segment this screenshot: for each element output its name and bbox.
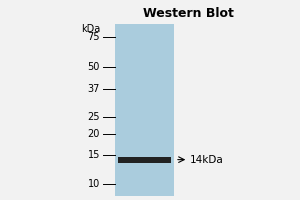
Text: 20: 20 <box>88 129 100 139</box>
Text: 15: 15 <box>88 150 100 160</box>
Text: 14kDa: 14kDa <box>190 155 224 165</box>
Bar <box>118 157 171 163</box>
Text: Western Blot: Western Blot <box>143 7 234 20</box>
Text: 50: 50 <box>88 62 100 72</box>
Text: 25: 25 <box>88 112 100 122</box>
Text: 37: 37 <box>88 84 100 94</box>
Text: 75: 75 <box>88 32 100 42</box>
Text: kDa: kDa <box>81 24 100 34</box>
Text: 10: 10 <box>88 179 100 189</box>
Bar <box>115 24 173 196</box>
